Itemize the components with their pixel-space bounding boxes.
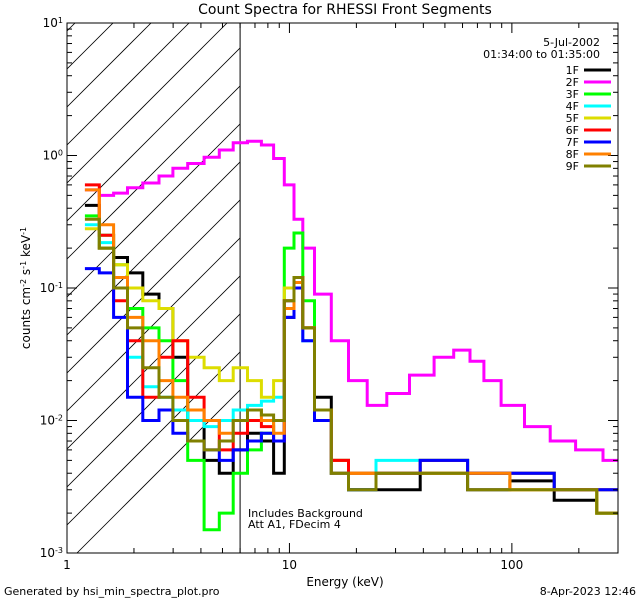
x-axis-label: Energy (keV) <box>306 575 383 589</box>
hatch-line <box>67 237 241 412</box>
legend-label-9F: 9F <box>566 160 579 173</box>
y-axis-label-part: s <box>19 269 33 279</box>
x-tick-label: 1 <box>63 558 71 572</box>
x-tick-label: 10 <box>282 558 297 572</box>
series-line-9F <box>84 217 618 515</box>
hatch-line <box>67 23 114 70</box>
time-range-text: 01:34:00 to 01:35:00 <box>483 48 600 61</box>
hatch-line <box>67 23 152 108</box>
y-tick-label: 100 <box>43 148 63 163</box>
legend-label-8F: 8F <box>566 148 579 161</box>
legend-label-7F: 7F <box>566 136 579 149</box>
annotation-line-2: Att A1, FDecim 4 <box>248 518 341 531</box>
series-group <box>84 139 618 532</box>
legend-label-6F: 6F <box>566 124 579 137</box>
hatch-line <box>67 47 241 222</box>
hatch-line <box>67 23 228 184</box>
x-tick-label: 100 <box>500 558 523 572</box>
series-line-1F <box>84 203 618 515</box>
y-tick-label: 10-2 <box>40 413 63 428</box>
chart-title: Count Spectra for RHESSI Front Segments <box>198 2 492 18</box>
y-axis-label-part: keV <box>19 234 33 261</box>
hatch-line <box>67 23 190 146</box>
hatch-line <box>67 161 241 336</box>
hatch-line <box>67 85 241 260</box>
date-text: 5-Jul-2002 <box>543 36 600 49</box>
footer-generated-by: Generated by hsi_min_spectra_plot.pro <box>4 585 220 598</box>
legend-label-1F: 1F <box>566 64 579 77</box>
annotation-line-1: Includes Background <box>248 507 363 520</box>
y-tick-label: 10-3 <box>40 546 63 561</box>
series-line-2F <box>84 139 618 462</box>
y-axis-label-exp: -1 <box>19 227 28 235</box>
legend-label-4F: 4F <box>566 100 579 113</box>
y-axis-label-part: counts cm <box>19 287 33 349</box>
legend-label-3F: 3F <box>566 88 579 101</box>
footer-date: 8-Apr-2023 12:46 <box>540 585 636 598</box>
y-tick-label: 101 <box>43 16 63 31</box>
axes: 1 10 100 10-3 10-2 10-1 100 101 <box>40 16 619 572</box>
series-line-3F <box>84 214 618 532</box>
hatch-line <box>67 275 241 450</box>
hatch-line <box>76 389 241 553</box>
hatch-line <box>67 313 241 488</box>
y-axis-label-exp: -2 <box>19 279 28 287</box>
attenuator-hatch-region <box>67 23 241 553</box>
y-axis-label: counts cm-2 s-1 keV-1 <box>19 227 34 349</box>
hatch-line <box>67 199 241 374</box>
hatch-line <box>67 123 241 298</box>
legend-label-2F: 2F <box>566 76 579 89</box>
series-line-6F <box>84 183 618 492</box>
svg-text:counts cm-2 s-1 keV-1: counts cm-2 s-1 keV-1 <box>19 227 34 349</box>
legend-label-5F: 5F <box>566 112 579 125</box>
y-tick-label: 10-1 <box>40 281 63 296</box>
hatch-line <box>67 351 241 526</box>
y-axis-label-exp: -1 <box>19 261 28 269</box>
series-line-5F <box>84 227 618 515</box>
